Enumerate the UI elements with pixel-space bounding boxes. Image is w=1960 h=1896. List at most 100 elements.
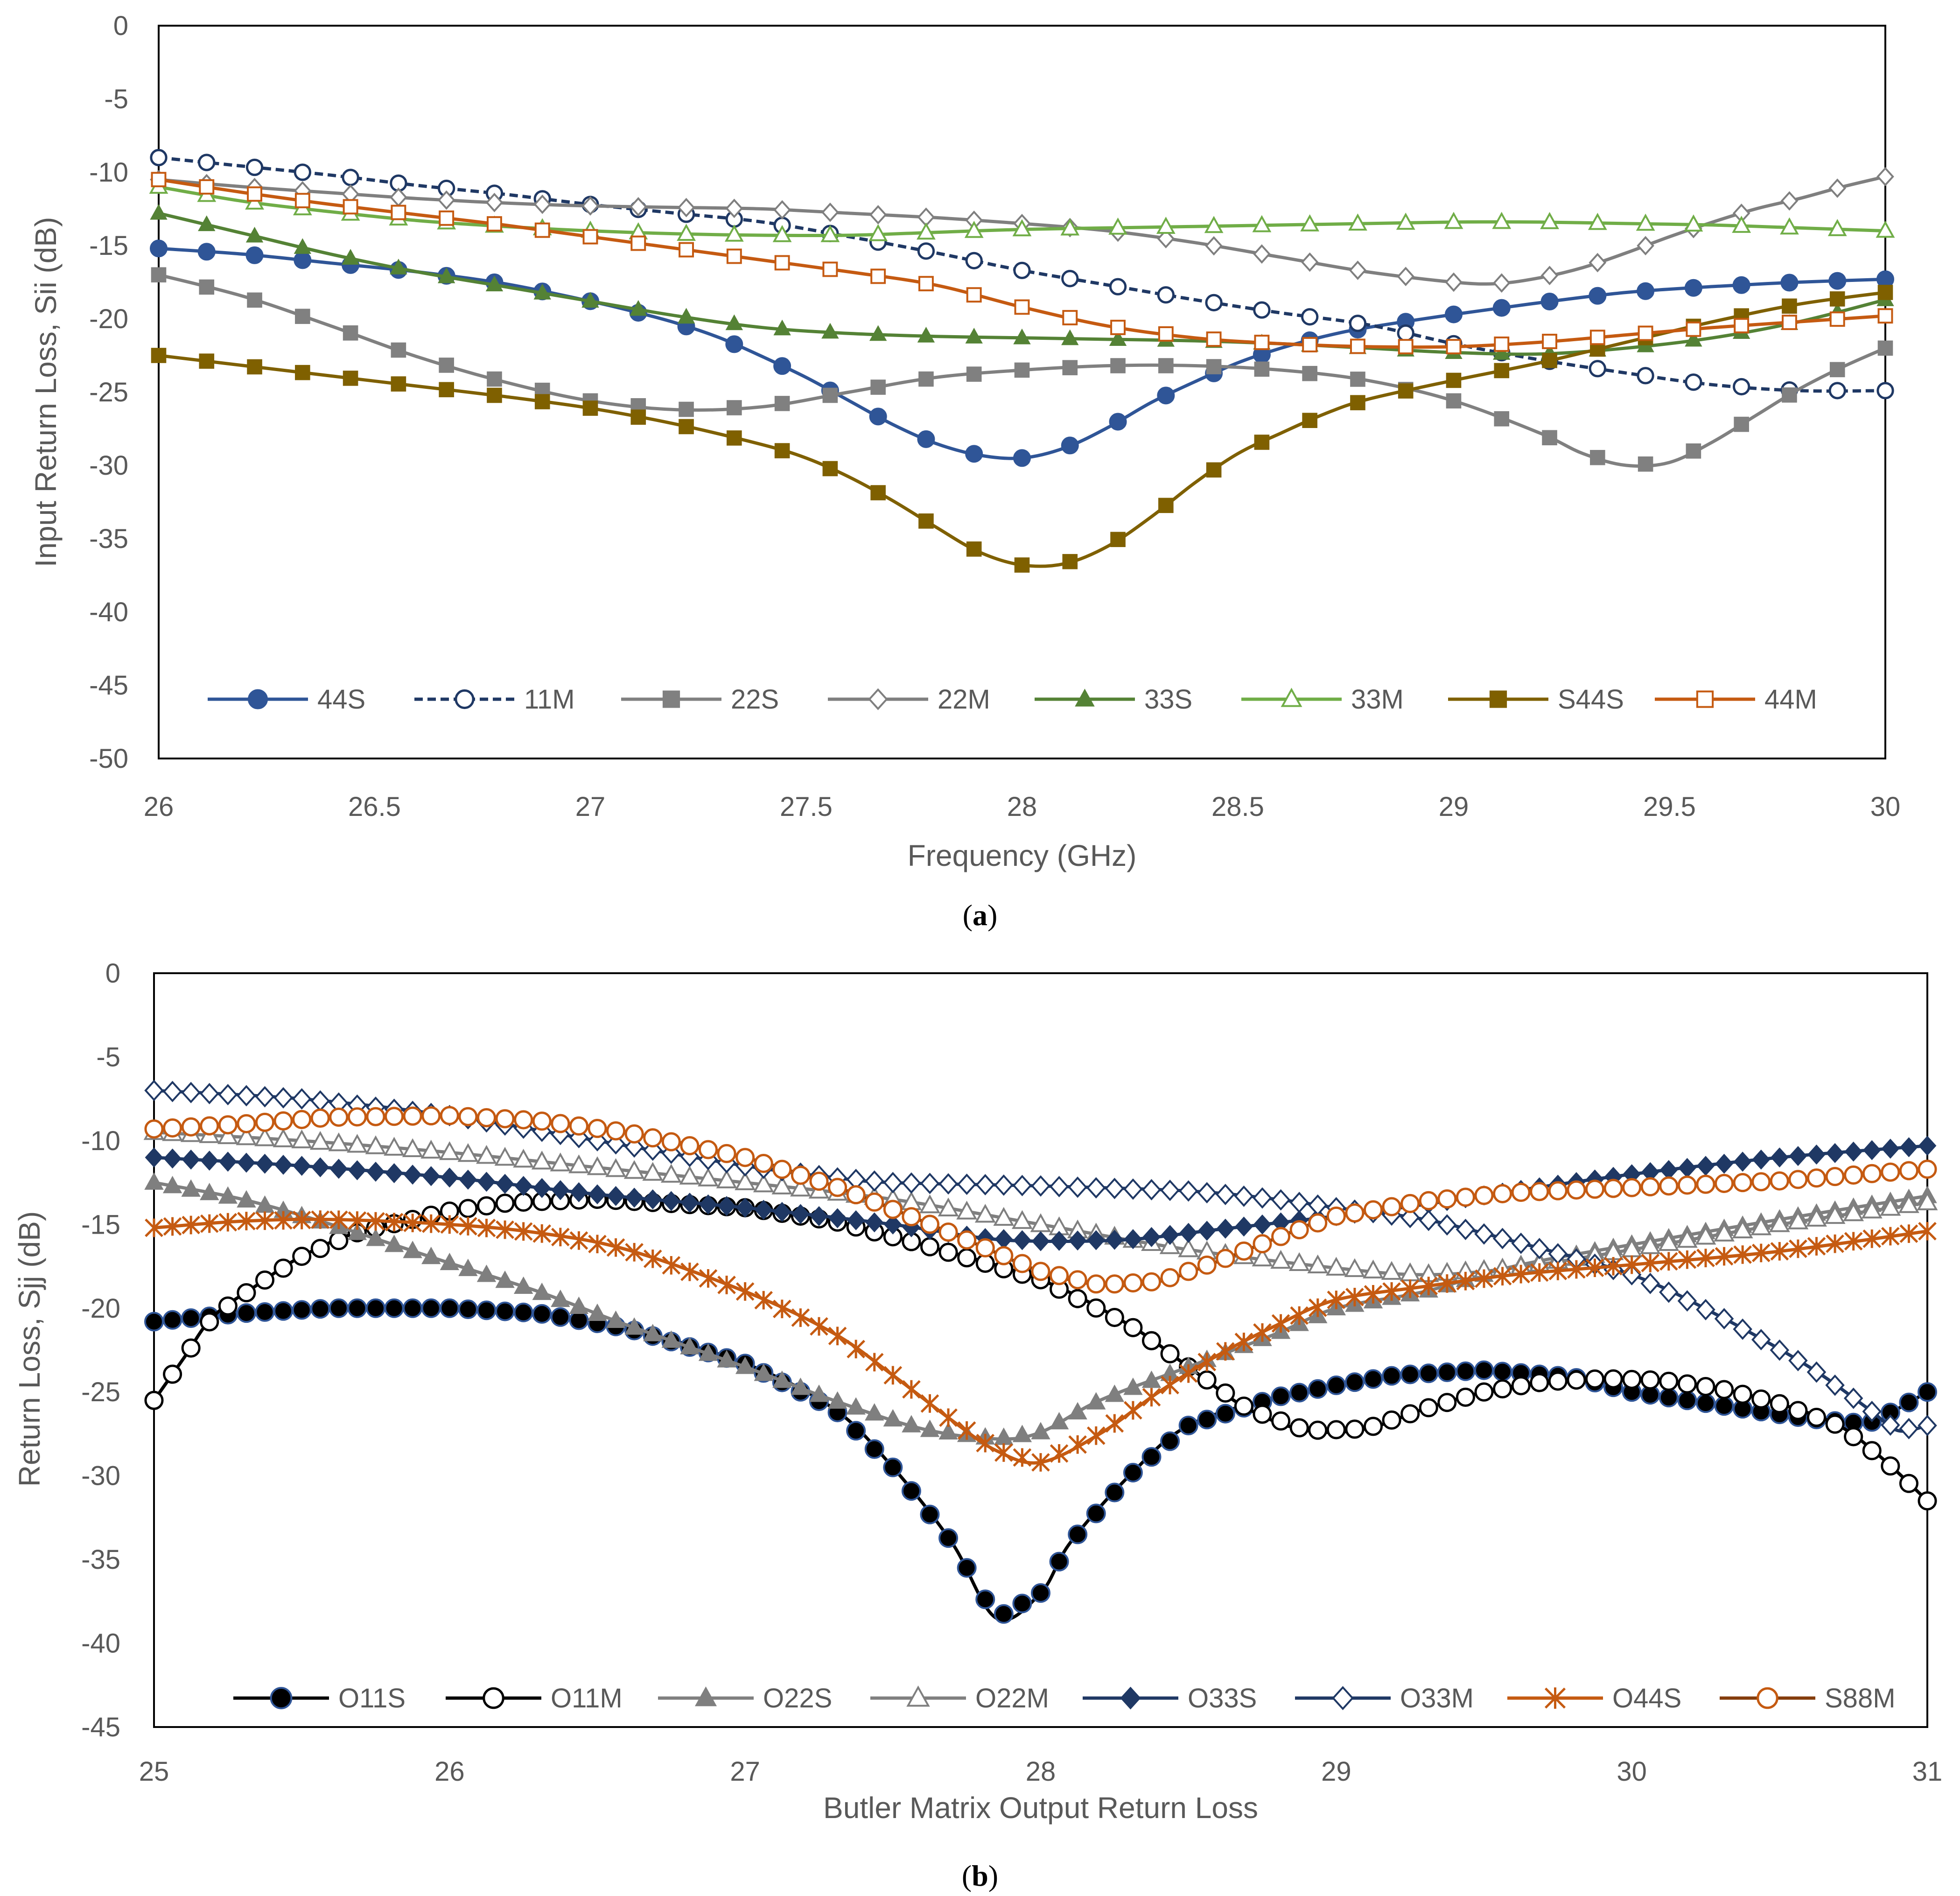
- chart-b-data-point: [1123, 1377, 1143, 1395]
- chart-b-data-point: [938, 1528, 959, 1548]
- chart-a-data-point: [772, 225, 792, 242]
- chart-b-data-point: [1918, 1382, 1937, 1402]
- chart-b-data-point: [975, 1589, 995, 1609]
- chart-b-data-point: [1382, 1366, 1402, 1386]
- chart-b-data-point: [255, 1211, 274, 1230]
- chart-b-data-point: [1770, 1147, 1789, 1168]
- chart-b-data-point: [1899, 1224, 1918, 1243]
- chart-a-data-point: [1686, 443, 1701, 459]
- chart-a-data-point: [965, 445, 983, 463]
- chart-a-data-point: [1349, 315, 1367, 332]
- chart-b-data-point: [772, 1159, 792, 1179]
- chart-a-x-tick-label: 26.5: [348, 792, 401, 822]
- chart-b-data-point: [458, 1299, 478, 1320]
- chart-a-series-S44S: [151, 285, 1893, 573]
- chart-b-data-point: [1105, 1307, 1124, 1327]
- chart-b-data-point: [1659, 1281, 1679, 1303]
- chart-a-data-point: [1828, 272, 1847, 290]
- chart-b-data-point: [1160, 1431, 1180, 1451]
- chart-a-data-point: [774, 396, 790, 411]
- chart-b-data-point: [440, 1215, 459, 1234]
- chart-a-data-point: [1782, 298, 1797, 314]
- chart-b-data-point: [1659, 1388, 1679, 1408]
- chart-b-data-point: [1197, 1221, 1216, 1241]
- chart-b-data-point: [237, 1152, 256, 1173]
- chart-b-data-point: [957, 1173, 977, 1195]
- chart-b-data-point: [439, 1141, 460, 1160]
- chart-a-data-point: [822, 387, 838, 403]
- chart-a-data-point: [1253, 244, 1271, 264]
- chart-b-legend-marker: [483, 1687, 504, 1709]
- chart-b-data-point: [311, 1157, 329, 1178]
- chart-b-data-point: [1105, 1414, 1124, 1433]
- chart-b-data-point: [1844, 1232, 1863, 1251]
- chart-b-data-point: [587, 1156, 608, 1175]
- chart-b-data-point: [1086, 1298, 1106, 1318]
- chart-a-y-tick-label: 0: [113, 11, 128, 41]
- chart-a-data-point: [773, 357, 791, 375]
- chart-b-data-point: [1677, 1175, 1697, 1195]
- chart-b-data-point: [1086, 1392, 1106, 1410]
- chart-b-data-point: [680, 1337, 700, 1355]
- chart-b-data-point: [200, 1116, 219, 1136]
- chart-a-legend-marker: [1075, 688, 1095, 707]
- chart-b-data-point: [496, 1173, 514, 1194]
- chart-b-legend-label: O33S: [1188, 1683, 1257, 1713]
- chart-b-data-point: [495, 1194, 515, 1213]
- chart-b-data-point: [1492, 1362, 1512, 1382]
- chart-b-data-point: [1493, 1379, 1512, 1399]
- chart-b-data-point: [957, 1421, 976, 1440]
- chart-a-data-point: [1540, 212, 1559, 229]
- chart-b-data-point: [1049, 1176, 1069, 1198]
- chart-b-legend-marker: [1757, 1687, 1778, 1709]
- chart-b-data-point: [588, 1235, 607, 1254]
- chart-b-data-point: [1216, 1218, 1235, 1239]
- chart-b-legend-item: O11S: [233, 1683, 406, 1713]
- chart-b-data-point: [901, 1481, 921, 1501]
- chart-a-data-point: [870, 379, 886, 395]
- chart-a-data-point: [199, 179, 215, 195]
- chart-b-data-point: [236, 1126, 257, 1145]
- chart-b-data-point: [956, 1201, 978, 1220]
- chart-b-data-point: [773, 1299, 791, 1319]
- chart-b-series-group: [143, 1080, 1938, 1624]
- chart-a-data-point: [1829, 291, 1845, 307]
- chart-b-data-point: [218, 1084, 238, 1106]
- chart-b-data-point: [422, 1166, 441, 1187]
- chart-b-data-point: [772, 1370, 792, 1388]
- chart-b-data-point: [310, 1239, 330, 1258]
- chart-b-data-point: [494, 1147, 516, 1166]
- chart-b-data-point: [1770, 1394, 1789, 1413]
- chart-a-x-tick-label: 28.5: [1211, 792, 1264, 822]
- chart-b-data-point: [662, 1191, 680, 1211]
- chart-b-data-point: [920, 1504, 940, 1524]
- chart-b-data-point: [1715, 1247, 1734, 1266]
- chart-b-data-point: [957, 1230, 977, 1250]
- chart-b-data-point: [1050, 1266, 1069, 1285]
- chart-b-data-point: [1770, 1339, 1790, 1361]
- chart-b-data-point: [1862, 1140, 1881, 1160]
- chart-b-data-point: [1105, 1229, 1124, 1250]
- chart-b-data-point: [1456, 1361, 1476, 1381]
- chart-b-data-point: [1012, 1425, 1032, 1442]
- chart-a-data-point: [1638, 456, 1653, 472]
- chart-b-data-point: [1271, 1386, 1291, 1406]
- chart-b-data-point: [200, 1214, 219, 1233]
- chart-b-data-point: [975, 1174, 995, 1196]
- chart-b-data-point: [1345, 1203, 1365, 1223]
- chart-b-data-point: [329, 1231, 349, 1250]
- chart-a-legend-label: 33M: [1351, 684, 1404, 715]
- chart-b-data-point: [163, 1364, 182, 1384]
- chart-b-data-point: [1400, 1207, 1420, 1229]
- chart-b-data-point: [1548, 1262, 1568, 1280]
- chart-b-data-point: [1234, 1333, 1253, 1351]
- chart-b-data-point: [1179, 1262, 1198, 1281]
- chart-b-data-point: [1715, 1153, 1733, 1174]
- chart-b-data-point: [403, 1298, 423, 1318]
- chart-b-data-point: [1179, 1222, 1198, 1243]
- chart-b-data-point: [1567, 1180, 1586, 1200]
- chart-a-legend-label: S44S: [1558, 684, 1624, 715]
- chart-b-data-point: [1271, 1314, 1290, 1333]
- chart-b-series-O44S: [145, 1210, 1937, 1472]
- chart-b-y-tick-label: -30: [81, 1461, 120, 1491]
